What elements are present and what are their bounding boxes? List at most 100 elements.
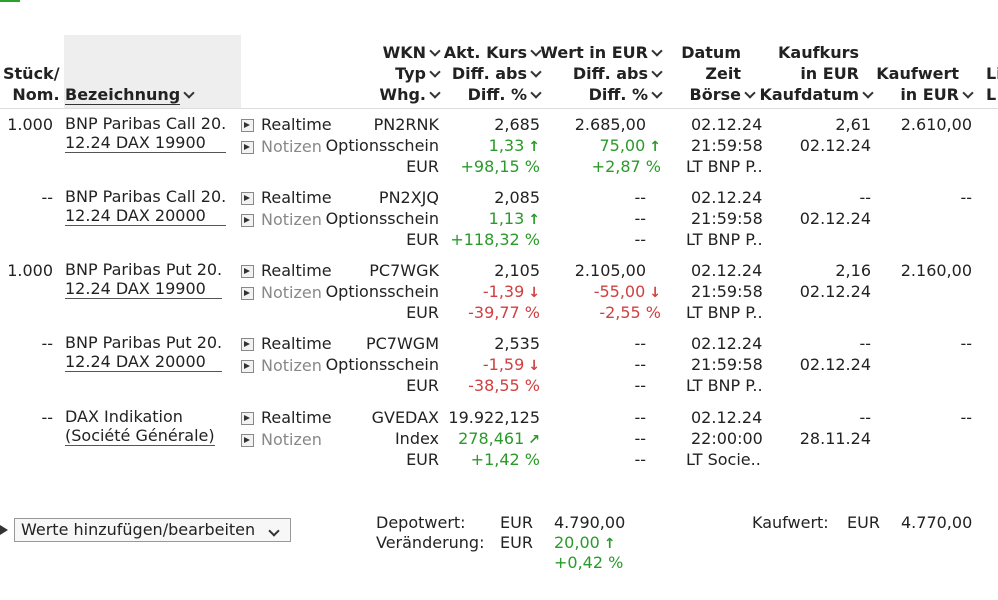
notizen-button[interactable]: Notizen xyxy=(241,355,322,376)
instrument-link[interactable]: BNP Paribas Put 20. 12.24 DAX 19900 xyxy=(65,260,223,299)
header-wert[interactable]: Wert in EUR Diff. abs Diff. % xyxy=(540,42,663,105)
wert-abs-cell: -55,00 ↓ xyxy=(594,281,661,304)
header-stueck: Stück/ Nom. xyxy=(3,64,60,104)
kurs-cell: 19.922,125 xyxy=(448,408,540,427)
chevron-down-icon xyxy=(429,45,441,57)
chevron-down-icon xyxy=(744,87,756,99)
instrument-link[interactable]: BNP Paribas Call 20. 12.24 DAX 20000 xyxy=(65,187,227,226)
kaufdatum-cell: 02.12.24 xyxy=(799,355,871,374)
depotwert-label: Depotwert: xyxy=(376,513,466,532)
kurs-cell: 2,085 xyxy=(494,188,540,207)
diff-pct-cell: -39,77 % xyxy=(468,303,540,322)
diff-abs-cell: -1,59 ↓ xyxy=(483,354,540,377)
kaufdatum-cell: 02.12.24 xyxy=(799,136,871,155)
chevron-down-icon xyxy=(429,87,441,99)
header-datum[interactable]: Datum Zeit Börse xyxy=(681,42,756,105)
qty-cell: -- xyxy=(41,334,53,353)
wkn-cell: PN2XJQ xyxy=(378,188,439,207)
bezeichnung-header-bg xyxy=(64,35,241,108)
play-icon xyxy=(241,287,254,300)
boerse-cell: LT BNP P.. xyxy=(686,303,763,322)
notizen-button[interactable]: Notizen xyxy=(241,136,322,157)
header-bezeichnung[interactable]: Bezeichnung xyxy=(65,84,195,105)
datum-cell: 02.12.24 xyxy=(691,188,763,207)
zeit-cell: 21:59:58 xyxy=(691,136,763,155)
wert-cell: -- xyxy=(634,334,646,353)
chevron-down-icon xyxy=(183,87,195,99)
instrument-name-link[interactable]: BNP Paribas Call 20. 12.24 DAX 20000 xyxy=(65,187,227,226)
diff-pct-cell: -38,55 % xyxy=(468,376,540,395)
chevron-down-icon xyxy=(429,66,441,78)
wkn-cell: PC7WGM xyxy=(365,334,439,353)
whg-cell: EUR xyxy=(406,230,439,249)
veraenderung-label: Veränderung: xyxy=(376,533,485,552)
kurs-cell: 2,535 xyxy=(494,334,540,353)
notizen-button[interactable]: Notizen xyxy=(241,429,322,450)
notizen-button[interactable]: Notizen xyxy=(241,209,322,230)
wert-pct-cell: +2,87 % xyxy=(591,157,661,176)
veraenderung-pct: +0,42 % xyxy=(554,553,624,572)
realtime-button[interactable]: Realtime xyxy=(241,333,332,354)
kurs-cell: 2,685 xyxy=(494,115,540,134)
arrow-up-icon: ↑ xyxy=(528,139,540,155)
instrument-name-link[interactable]: DAX Indikation (Société Générale) xyxy=(65,407,215,446)
instrument-link[interactable]: BNP Paribas Put 20. 12.24 DAX 20000 xyxy=(65,333,223,372)
diff-pct-cell: +1,42 % xyxy=(470,450,540,469)
realtime-button[interactable]: Realtime xyxy=(241,407,332,428)
wkn-cell: PN2RNK xyxy=(373,115,439,134)
play-icon xyxy=(241,192,254,205)
werte-select[interactable]: Werte hinzufügen/bearbeiten xyxy=(14,518,291,542)
play-icon xyxy=(241,119,254,132)
wert-cell: 2.685,00 xyxy=(574,115,646,134)
notizen-button[interactable]: Notizen xyxy=(241,282,322,303)
typ-cell: Optionsschein xyxy=(325,136,439,155)
arrow-up-right-icon: ↗ xyxy=(528,432,540,448)
header-kaufkurs[interactable]: Kaufkurs in EUR Kaufdatum xyxy=(759,42,874,105)
instrument-link[interactable]: DAX Indikation (Société Générale) xyxy=(65,407,215,446)
instrument-name-link[interactable]: BNP Paribas Put 20. 12.24 DAX 19900 xyxy=(65,260,223,299)
kaufdatum-cell: 28.11.24 xyxy=(799,429,871,448)
realtime-button[interactable]: Realtime xyxy=(241,187,332,208)
arrow-down-icon: ↓ xyxy=(649,285,661,301)
wert-abs-cell: -- xyxy=(634,355,646,374)
play-icon xyxy=(241,214,254,227)
wert-cell: 2.105,00 xyxy=(574,261,646,280)
header-wkn[interactable]: WKN Typ Whg. xyxy=(379,42,441,105)
kaufkurs-cell: -- xyxy=(859,334,871,353)
diff-abs-cell: 278,461 ↗ xyxy=(458,428,540,451)
realtime-button[interactable]: Realtime xyxy=(241,114,332,135)
play-icon xyxy=(241,141,254,154)
veraenderung-currency: EUR xyxy=(500,533,533,552)
wert-abs-cell: -- xyxy=(634,209,646,228)
kaufkurs-cell: 2,16 xyxy=(835,261,871,280)
header-kaufwert[interactable]: Kaufwert in EUR xyxy=(876,63,974,105)
kaufkurs-cell: -- xyxy=(859,188,871,207)
datum-cell: 02.12.24 xyxy=(691,408,763,427)
typ-cell: Optionsschein xyxy=(325,282,439,301)
kaufwert-cell: 2.610,00 xyxy=(900,115,972,134)
boerse-cell: LT BNP P.. xyxy=(686,230,763,249)
whg-cell: EUR xyxy=(406,450,439,469)
wert-pct-cell: -2,55 % xyxy=(599,303,661,322)
wert-cell: -- xyxy=(634,408,646,427)
arrow-up-icon: ↑ xyxy=(528,212,540,228)
chevron-down-icon xyxy=(962,87,974,99)
header-cut-off: Li L xyxy=(986,64,998,104)
instrument-name-link[interactable]: BNP Paribas Call 20. 12.24 DAX 19900 xyxy=(65,114,227,153)
depotwert-currency: EUR xyxy=(500,513,533,532)
realtime-button[interactable]: Realtime xyxy=(241,260,332,281)
wert-pct-cell: -- xyxy=(634,230,646,249)
kurs-cell: 2,105 xyxy=(494,261,540,280)
whg-cell: EUR xyxy=(406,303,439,322)
depotwert-value: 4.790,00 xyxy=(554,513,626,532)
wert-abs-cell: 75,00 ↑ xyxy=(599,135,661,158)
header-kurs[interactable]: Akt. Kurs Diff. abs Diff. % xyxy=(444,42,542,105)
header-separator xyxy=(0,108,998,109)
kaufwert-label: Kaufwert: xyxy=(752,513,829,532)
instrument-name-link[interactable]: BNP Paribas Put 20. 12.24 DAX 20000 xyxy=(65,333,223,372)
chevron-down-icon xyxy=(268,525,280,537)
instrument-link[interactable]: BNP Paribas Call 20. 12.24 DAX 19900 xyxy=(65,114,227,153)
play-icon xyxy=(241,338,254,351)
arrow-down-icon: ↓ xyxy=(528,358,540,374)
wert-cell: -- xyxy=(634,188,646,207)
